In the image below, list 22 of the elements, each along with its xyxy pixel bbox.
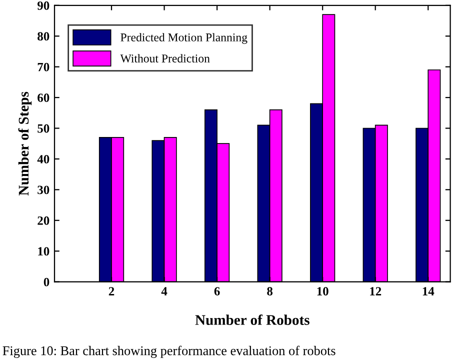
x-tick-label: 10 [317, 287, 328, 296]
legend-label: Predicted Motion Planning [120, 33, 248, 44]
y-tick-label: 30 [38, 186, 50, 194]
y-tick-label: 50 [38, 124, 50, 133]
x-tick-label: 4 [161, 287, 168, 296]
y-tick-label: 60 [38, 94, 50, 102]
y-tick-label: 80 [38, 32, 50, 41]
y-tick-label: 40 [37, 154, 50, 164]
x-tick-label: 12 [370, 287, 382, 296]
y-axis-title: Number of Steps [18, 92, 32, 196]
y-tick-label: 20 [38, 216, 50, 225]
y-tick-label: 90 [37, 1, 50, 10]
caption: Figure 10: Bar chart showing performance evaluation of robots [2, 346, 336, 358]
y-tick-label: 0 [44, 278, 50, 286]
legend-label: Without Prediction [120, 54, 210, 63]
y-tick-label: 70 [38, 62, 50, 72]
x-tick-label: 2 [108, 287, 114, 296]
x-tick-label: 14 [422, 287, 434, 296]
x-axis-title: Number of Robots [195, 314, 310, 325]
x-tick-label: 8 [267, 287, 273, 296]
y-tick-label: 10 [38, 247, 50, 256]
x-tick-label: 6 [214, 287, 220, 296]
